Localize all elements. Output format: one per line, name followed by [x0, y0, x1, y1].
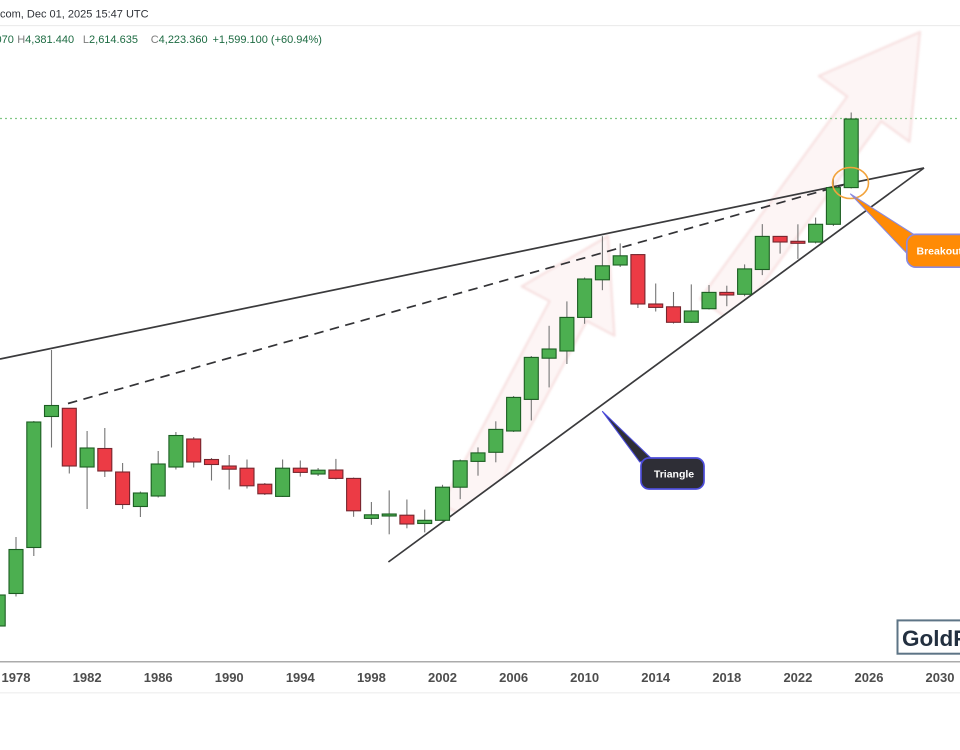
svg-text:+1,599.100 (+60.94%): +1,599.100 (+60.94%) — [213, 34, 322, 46]
svg-text:1998: 1998 — [357, 670, 386, 685]
svg-text:1986: 1986 — [144, 670, 173, 685]
svg-text:2018: 2018 — [712, 670, 741, 685]
svg-text:Breakout: Breakout — [917, 246, 960, 258]
svg-text:L2,614.635: L2,614.635 — [83, 34, 138, 46]
svg-text:070: 070 — [0, 34, 14, 46]
svg-text:C4,223.360: C4,223.360 — [151, 34, 208, 46]
svg-text:GoldPrice: GoldPrice — [902, 626, 960, 651]
svg-text:1990: 1990 — [215, 670, 244, 685]
svg-text:com, Dec 01, 2025 15:47 UTC: com, Dec 01, 2025 15:47 UTC — [0, 9, 149, 21]
svg-text:1982: 1982 — [73, 670, 102, 685]
svg-text:1978: 1978 — [2, 670, 31, 685]
svg-text:2006: 2006 — [499, 670, 528, 685]
svg-text:2030: 2030 — [926, 670, 955, 685]
svg-text:2002: 2002 — [428, 670, 457, 685]
svg-text:2010: 2010 — [570, 670, 599, 685]
svg-text:2014: 2014 — [641, 670, 671, 685]
svg-text:2026: 2026 — [855, 670, 884, 685]
svg-text:H4,381.440: H4,381.440 — [17, 34, 74, 46]
svg-text:2022: 2022 — [783, 670, 812, 685]
svg-text:Triangle: Triangle — [654, 469, 694, 481]
svg-text:1994: 1994 — [286, 670, 316, 685]
